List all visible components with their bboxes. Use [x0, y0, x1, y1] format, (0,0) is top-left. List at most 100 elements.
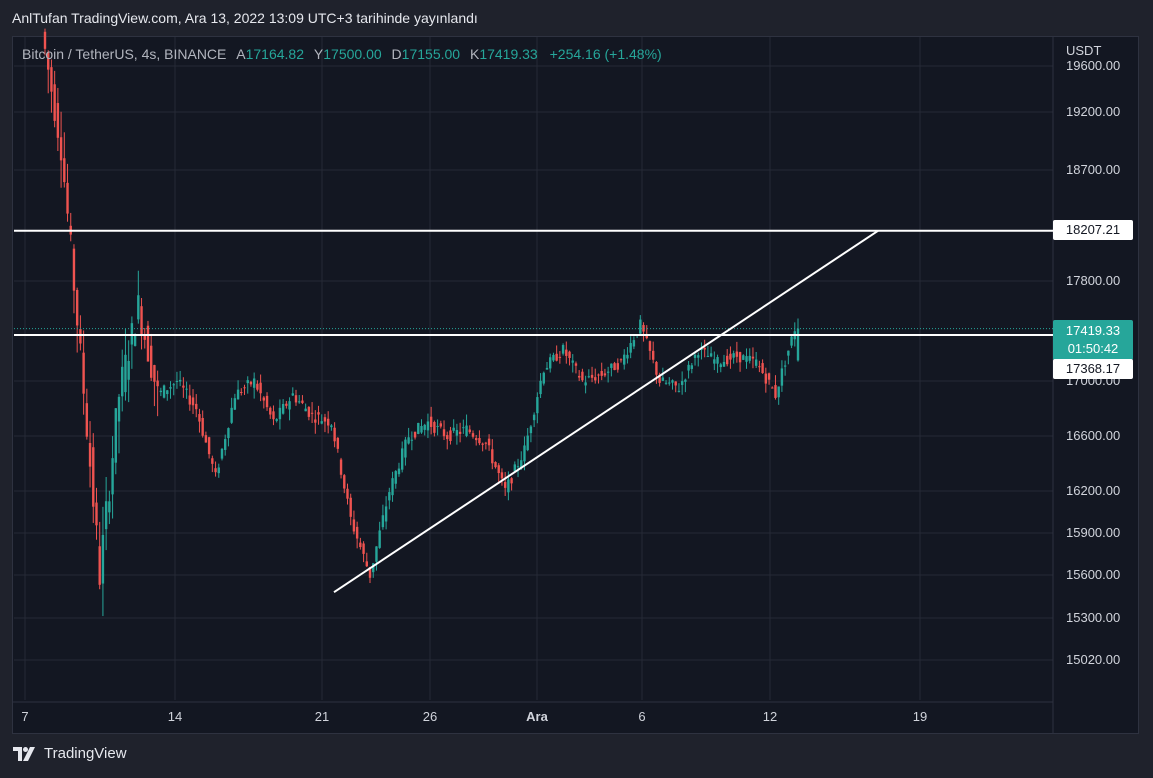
- date-tick-label: 6: [638, 709, 645, 724]
- price-tick-label: 15600.00: [1066, 567, 1120, 582]
- candle-body: [433, 422, 436, 433]
- candle-body: [777, 386, 780, 398]
- candle-body: [326, 418, 330, 426]
- candle-body: [751, 356, 755, 359]
- candle-body: [536, 397, 539, 414]
- candle-body: [462, 427, 465, 429]
- candle-body: [532, 414, 536, 421]
- candle-body: [381, 515, 385, 528]
- candle-body: [79, 329, 82, 344]
- candle-body: [256, 383, 259, 390]
- date-tick-label: 7: [21, 709, 28, 724]
- candle-body: [172, 384, 175, 386]
- candle-body: [95, 502, 98, 526]
- candle-body: [43, 31, 47, 49]
- symbol-label[interactable]: Bitcoin / TetherUS, 4s, BINANCE: [22, 46, 227, 62]
- candle-body: [195, 403, 198, 410]
- price-tick-label: 19200.00: [1066, 104, 1120, 119]
- candle-body: [706, 355, 710, 357]
- candle-body: [188, 395, 192, 405]
- candle-body: [629, 343, 632, 353]
- candle-body: [355, 526, 359, 539]
- candle-body: [783, 365, 787, 367]
- candle-body: [336, 437, 340, 449]
- candle-body: [549, 357, 552, 369]
- candle-body: [285, 403, 288, 406]
- candle-body: [664, 382, 668, 384]
- candle-body: [59, 137, 63, 161]
- candle-body: [320, 421, 323, 424]
- candle-body: [584, 382, 587, 386]
- candle-body: [735, 351, 739, 357]
- candle-body: [716, 357, 719, 364]
- candle-body: [317, 412, 320, 415]
- candle-body: [378, 530, 381, 548]
- price-tick-label: 17800.00: [1066, 273, 1120, 288]
- date-tick-label: 19: [913, 709, 927, 724]
- price-tick-label: 15020.00: [1066, 652, 1120, 667]
- candle-body: [651, 350, 655, 360]
- candle-body: [571, 360, 574, 363]
- date-tick-label: 12: [763, 709, 777, 724]
- candle-body: [616, 363, 619, 370]
- candle-body: [175, 381, 179, 383]
- candle-body: [487, 438, 491, 446]
- candle-body: [590, 374, 594, 378]
- date-tick-label: 21: [315, 709, 329, 724]
- candle-body: [423, 424, 426, 430]
- candle-body: [516, 466, 520, 468]
- candle-body: [774, 385, 777, 398]
- candle-body: [420, 426, 423, 433]
- candle-body: [719, 364, 722, 368]
- candle-body: [726, 355, 729, 365]
- high-label: Y: [313, 46, 324, 62]
- low-label: D: [391, 46, 402, 62]
- candle-body: [259, 382, 262, 394]
- candle-body: [452, 427, 455, 431]
- candle-body: [397, 468, 401, 475]
- date-tick-label: 26: [423, 709, 437, 724]
- candle-body: [169, 387, 172, 389]
- close-value: 17419.33: [479, 46, 538, 62]
- candle-body: [500, 472, 504, 479]
- candle-body: [484, 442, 488, 444]
- candle-body: [574, 363, 578, 366]
- candle-body: [240, 392, 243, 394]
- candle-body: [227, 428, 230, 439]
- candle-body: [520, 460, 523, 469]
- candle-body: [455, 430, 459, 436]
- price-tick-label: 18700.00: [1066, 162, 1120, 177]
- candle-body: [690, 365, 694, 369]
- candle-body: [307, 407, 311, 417]
- candle-body: [162, 385, 166, 398]
- candle-body: [333, 427, 336, 442]
- support-price-tag: 17368.17: [1053, 359, 1133, 379]
- candle-body: [304, 408, 307, 412]
- candle-body: [713, 359, 716, 364]
- candle-body: [513, 464, 517, 472]
- candle-body: [143, 334, 146, 340]
- candle-body: [117, 396, 121, 422]
- candle-body: [790, 336, 793, 346]
- candle-body: [104, 501, 108, 530]
- candle-body: [47, 52, 50, 70]
- candle-body: [262, 397, 266, 401]
- date-tick-label: 14: [168, 709, 182, 724]
- candle-body: [446, 435, 449, 440]
- candle-body: [478, 437, 481, 444]
- candle-body: [127, 360, 130, 380]
- candle-body: [137, 295, 140, 320]
- candle-body: [674, 381, 677, 386]
- candle-body: [745, 356, 748, 362]
- candle-body: [594, 377, 597, 381]
- candle-body: [178, 379, 182, 382]
- candle-body: [352, 519, 356, 532]
- candle-body: [130, 323, 134, 345]
- candle-body: [220, 448, 224, 459]
- candle-body: [298, 401, 301, 403]
- candle-body: [349, 497, 352, 517]
- candle-body: [400, 448, 404, 470]
- candle-body: [124, 354, 127, 393]
- candle-body: [661, 377, 665, 381]
